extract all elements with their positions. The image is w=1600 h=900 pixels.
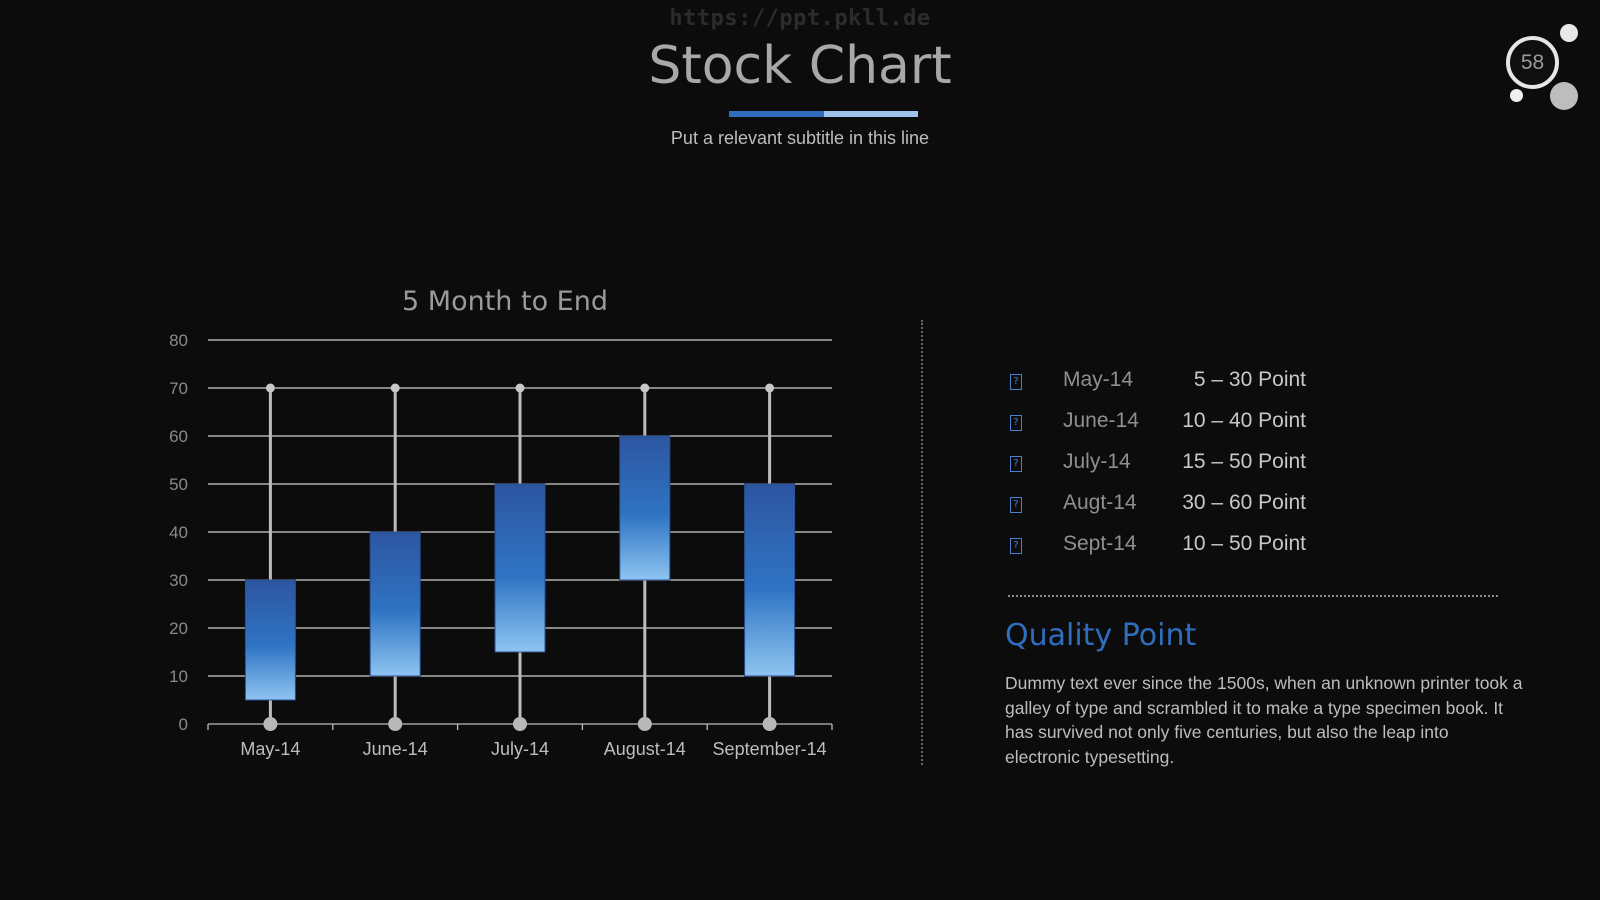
legend-month: June-14 [1063,409,1139,432]
stock-chart: 5 Month to End 0 10 20 30 40 50 60 70 80 May-14 Ju… [169,286,833,759]
legend-row: ? Augt-14 30 – 60 Point [1000,491,1340,532]
low-marker [513,717,527,731]
legend-range: 10 – 40 Point [1182,409,1306,432]
y-tick-label: 70 [169,379,188,398]
quality-body: Dummy text ever since the 1500s, when an… [1005,673,1523,767]
legend-row: ? Sept-14 10 – 50 Point [1000,532,1340,573]
document-icon: ? [1010,374,1022,390]
document-icon: ? [1010,538,1022,554]
x-tick-label: September-14 [713,739,827,759]
document-icon: ? [1010,497,1022,513]
y-tick-label: 10 [169,667,188,686]
section-divider [1008,595,1498,597]
y-tick-label: 30 [169,571,188,590]
low-marker [762,717,777,731]
candle-box [494,483,546,653]
legend-row: ? July-14 15 – 50 Point [1000,450,1340,491]
title-underline-dark [729,111,824,117]
high-marker [640,383,650,393]
page-number: 58 [1506,36,1559,89]
legend-month: May-14 [1063,368,1134,391]
y-tick-label: 60 [169,427,188,446]
decorative-dot [1560,24,1578,42]
legend-row: ? May-14 5 – 30 Point [1000,368,1340,409]
candle-box [744,483,796,677]
high-marker [265,383,275,393]
document-icon: ? [1010,415,1022,431]
legend-month: July-14 [1063,450,1131,473]
high-marker [390,383,400,393]
legend-row: ? June-14 10 – 40 Point [1000,409,1340,450]
y-tick-label: 20 [169,619,188,638]
legend-range: 5 – 30 Point [1193,368,1306,391]
legend-range: 15 – 50 Point [1182,450,1306,473]
candle-box [369,531,421,677]
x-tick-label: June-14 [363,739,428,759]
document-icon: ? [1010,456,1022,472]
y-tick-label: 40 [169,523,188,542]
slide-subtitle: Put a relevant subtitle in this line [670,128,930,148]
legend-month: Sept-14 [1063,532,1137,555]
vertical-divider [921,320,923,765]
high-marker [765,383,775,393]
legend-range: 30 – 60 Point [1182,491,1306,514]
decorative-dot [1510,89,1523,102]
low-marker [263,717,278,731]
legend-range: 10 – 50 Point [1182,532,1306,555]
quality-heading: Quality Point [1005,618,1197,653]
y-tick-label: 80 [169,331,188,350]
page-number-badge: 58 [1500,20,1580,112]
decorative-dot [1550,82,1578,110]
candle-box [244,579,296,701]
x-tick-label: July-14 [491,739,549,759]
y-tick-label: 50 [169,475,188,494]
slide-title: Stock Chart [648,36,952,96]
y-tick-label: 0 [179,715,188,734]
x-tick-label: May-14 [240,739,300,759]
high-marker [515,383,525,393]
chart-title: 5 Month to End [402,286,608,317]
title-underline-light [824,111,918,117]
candle-box [619,435,671,581]
watermark-url: https://ppt.pkll.de [669,6,931,31]
range-legend: ? May-14 5 – 30 Point ? June-14 10 – 40 … [1000,368,1340,573]
low-marker [388,717,403,731]
legend-month: Augt-14 [1063,491,1137,514]
low-marker [637,717,652,731]
x-tick-label: August-14 [604,739,686,759]
